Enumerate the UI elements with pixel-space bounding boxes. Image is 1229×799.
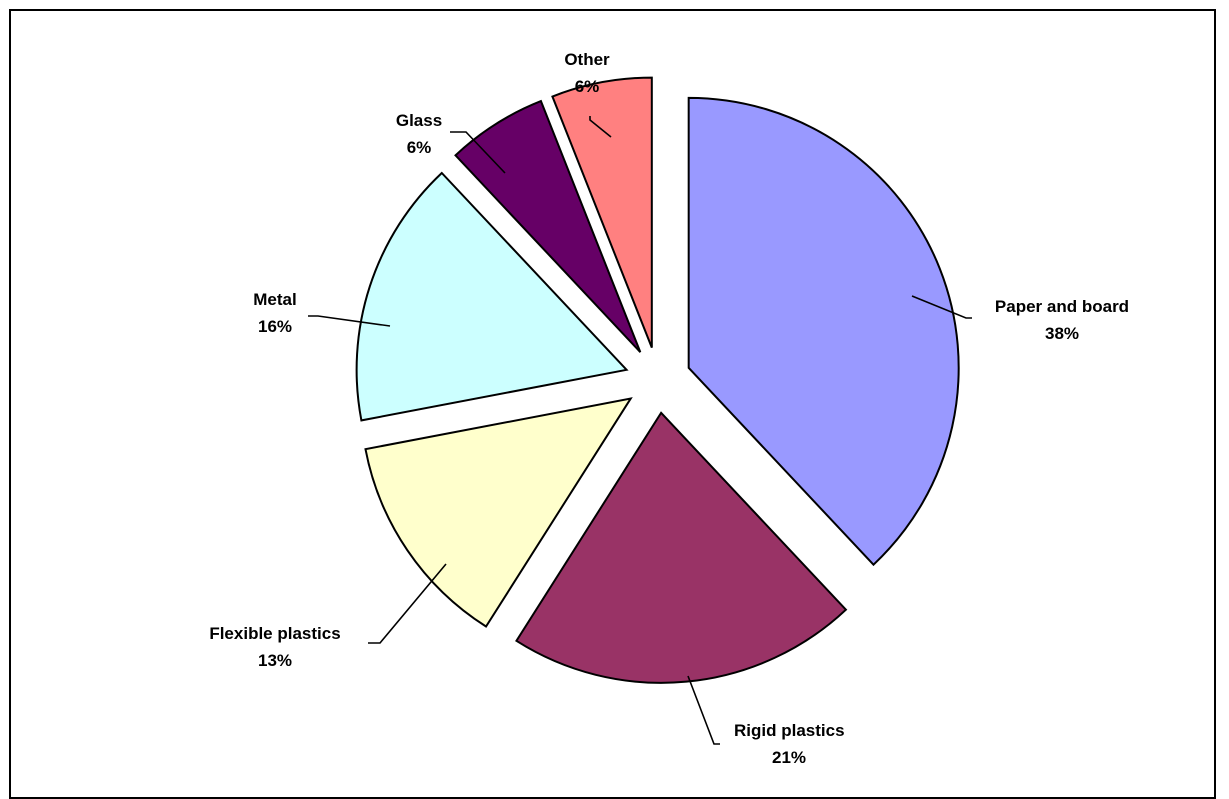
leader-line-flexible-plastics: [368, 563, 447, 644]
pie-slice-flexible-plastics: [364, 397, 633, 628]
pie-slice-rigid-plastics: [515, 411, 848, 684]
data-label-percent: 38%: [1045, 324, 1079, 343]
leader-line-other: [589, 116, 612, 138]
pie-slice-other: [551, 76, 653, 348]
data-label-name: Other: [564, 50, 610, 69]
data-label-name: Paper and board: [995, 297, 1129, 316]
data-label-percent: 13%: [258, 651, 292, 670]
pie-slice-glass: [454, 99, 642, 353]
data-label-percent: 21%: [772, 748, 806, 767]
leader-line-rigid-plastics: [687, 675, 720, 745]
data-label-rigid-plastics: Rigid plastics 21%: [734, 721, 845, 767]
pie-slice-paper-and-board: [687, 96, 960, 567]
data-label-name: Rigid plastics: [734, 721, 845, 740]
leader-line-paper-and-board: [911, 295, 972, 319]
data-labels: Paper and board 38% Rigid plastics 21% Flexi…: [209, 50, 1129, 767]
leader-line-metal: [308, 315, 391, 327]
data-label-percent: 6%: [575, 77, 600, 96]
data-label-name: Flexible plastics: [209, 624, 340, 643]
pie-slice-metal: [355, 171, 629, 422]
data-label-name: Metal: [253, 290, 296, 309]
data-label-paper-and-board: Paper and board 38%: [995, 297, 1129, 343]
data-label-other: Other 6%: [564, 50, 610, 96]
leader-line-glass: [450, 131, 506, 174]
data-label-percent: 6%: [407, 138, 432, 157]
pie-slices: [355, 76, 960, 684]
leader-lines: [308, 116, 972, 745]
data-label-glass: Glass 6%: [396, 111, 442, 157]
data-label-name: Glass: [396, 111, 442, 130]
data-label-flexible-plastics: Flexible plastics 13%: [209, 624, 340, 670]
data-label-metal: Metal 16%: [253, 290, 296, 336]
data-label-percent: 16%: [258, 317, 292, 336]
